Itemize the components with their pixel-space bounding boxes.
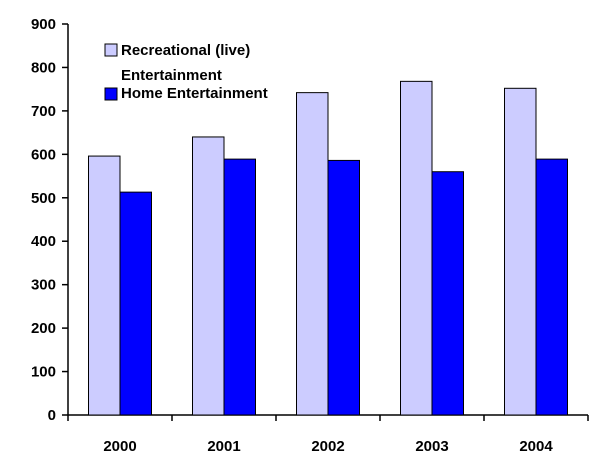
bar-home-2003 [431,171,464,416]
y-axis: 0 100 200 300 400 500 600 700 800 900 [31,16,69,424]
x-tick-label: 2001 [207,438,240,455]
bar-home-2004 [535,158,568,416]
y-tick-label: 600 [31,146,56,163]
bar-recreational-2004 [504,87,537,416]
x-tick-label: 2003 [415,438,448,455]
y-tick-label: 400 [31,233,56,250]
bar-recreational-2001 [192,136,225,416]
legend: Recreational (live) Entertainment Home E… [104,42,268,102]
y-tick-label: 300 [31,277,56,294]
y-tick-label: 500 [31,190,56,207]
y-tick-label: 700 [31,103,56,120]
x-tick-label: 2000 [103,438,136,455]
legend-label-home: Home Entertainment [121,85,268,102]
bar-home-2000 [119,191,152,416]
bar-recreational-2002 [296,92,329,416]
y-tick-label: 800 [31,59,56,76]
y-tick-label: 900 [31,16,56,33]
y-tick-label: 200 [31,320,56,337]
bars [88,80,568,416]
legend-swatch-recreational [104,43,118,57]
y-tick-label: 100 [31,364,56,381]
bar-home-2001 [223,158,256,416]
x-tick-label: 2002 [311,438,344,455]
legend-label-recreational-line1: Recreational (live) [121,42,250,59]
bar-recreational-2003 [400,80,433,416]
x-tick-label: 2004 [519,438,553,455]
y-tick-label: 0 [48,407,56,424]
legend-label-recreational-line2: Entertainment [121,67,222,84]
bar-home-2002 [327,159,360,416]
x-axis: 2000 2001 2002 2003 2004 [67,414,589,455]
bar-recreational-2000 [88,155,121,416]
legend-swatch-home [104,87,118,101]
